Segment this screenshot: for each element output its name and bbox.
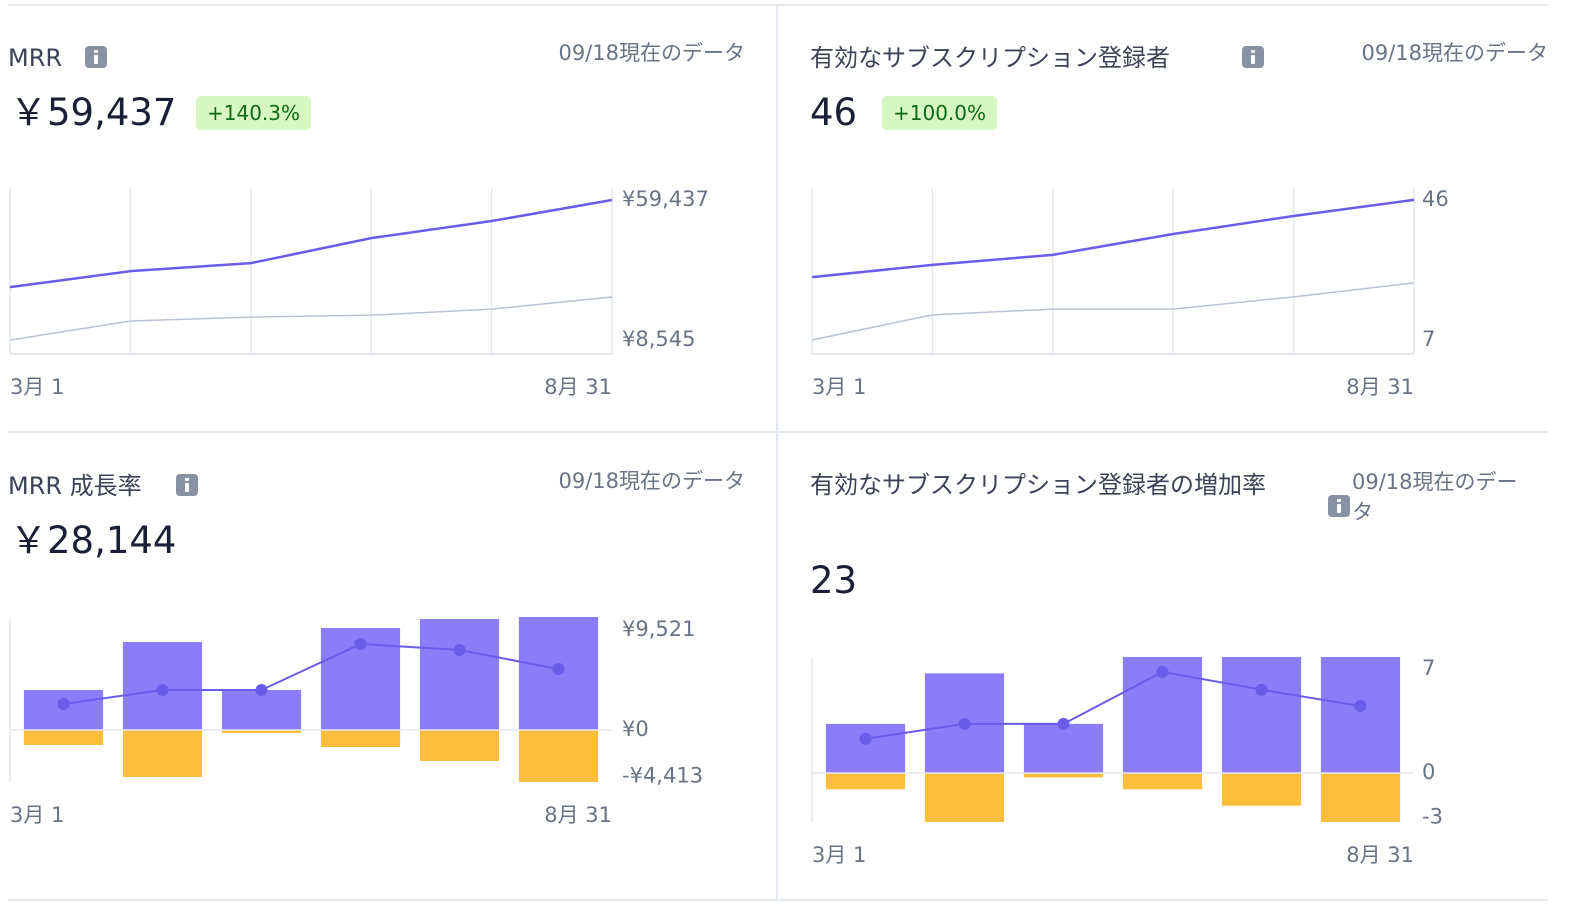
bar (518, 730, 599, 782)
bar (1320, 772, 1401, 822)
bar (122, 730, 203, 777)
date-note: 09/18現在のデータ (558, 469, 745, 493)
point (255, 684, 268, 696)
bar (320, 730, 401, 747)
y-tick-label: 7 (1422, 656, 1435, 680)
x-tick-label: 3月 1 (812, 843, 866, 867)
line (63, 643, 559, 705)
bar (924, 772, 1005, 822)
card-title: MRR 成長率 (8, 472, 142, 500)
kpi-value: 46 (810, 91, 858, 134)
kpi-value: 23 (810, 559, 858, 602)
y-tick-label: ¥59,437 (622, 187, 709, 211)
y-tick-label: ¥9,521 (622, 617, 695, 641)
kpi-value: ￥59,437 (10, 91, 177, 134)
y-tick-label: 0 (1422, 760, 1435, 784)
bar (419, 730, 500, 761)
point (1057, 717, 1070, 730)
y-tick-label: -3 (1422, 805, 1443, 829)
line (811, 198, 1415, 279)
line (9, 296, 613, 341)
kpi-value: ￥28,144 (10, 519, 177, 562)
bar (1221, 772, 1302, 806)
line (865, 670, 1361, 740)
line (811, 282, 1415, 341)
y-tick-label: -¥4,413 (622, 763, 703, 787)
bar (23, 730, 104, 745)
point (354, 638, 367, 650)
bar (1023, 723, 1104, 773)
x-tick-label: 3月 1 (812, 375, 866, 399)
info-icon[interactable] (1328, 495, 1350, 517)
point (1354, 700, 1367, 713)
card-title: 有効なサブスクリプション登録者 (810, 44, 1170, 72)
point (156, 684, 169, 696)
x-tick-label: 8月 31 (1346, 375, 1414, 399)
y-tick-label: ¥8,545 (622, 327, 695, 351)
bar (1221, 657, 1302, 773)
bar (825, 723, 906, 773)
info-icon[interactable] (176, 474, 198, 496)
line (9, 198, 613, 289)
point (57, 698, 70, 710)
point (453, 644, 466, 656)
info-icon[interactable] (1242, 46, 1264, 68)
point (552, 663, 565, 675)
y-tick-label: 46 (1422, 187, 1449, 211)
point (1156, 665, 1169, 678)
point (958, 717, 971, 730)
info-icon[interactable] (85, 46, 107, 68)
y-tick-label: 7 (1422, 327, 1435, 351)
x-tick-label: 3月 1 (10, 375, 64, 399)
card-title: 有効なサブスクリプション登録者の増加率 (810, 471, 1266, 499)
x-tick-label: 8月 31 (1346, 843, 1414, 867)
bar (221, 730, 302, 733)
change-badge: +100.0% (882, 96, 998, 130)
bar (825, 772, 906, 790)
date-note: 09/18現在のデータ (1361, 41, 1548, 65)
x-tick-label: 3月 1 (10, 803, 64, 827)
point (859, 732, 872, 745)
point (1255, 683, 1268, 696)
date-note: 09/18現在のデータ (1352, 470, 1518, 524)
change-badge: +140.3% (196, 96, 312, 130)
bar (419, 619, 500, 730)
bar (1023, 772, 1104, 778)
card-title: MRR (8, 44, 63, 72)
x-tick-label: 8月 31 (544, 375, 612, 399)
date-note: 09/18現在のデータ (558, 41, 745, 65)
bar (1320, 657, 1401, 773)
y-tick-label: ¥0 (622, 717, 649, 741)
x-tick-label: 8月 31 (544, 803, 612, 827)
bar (1122, 772, 1203, 790)
bar (221, 690, 302, 730)
